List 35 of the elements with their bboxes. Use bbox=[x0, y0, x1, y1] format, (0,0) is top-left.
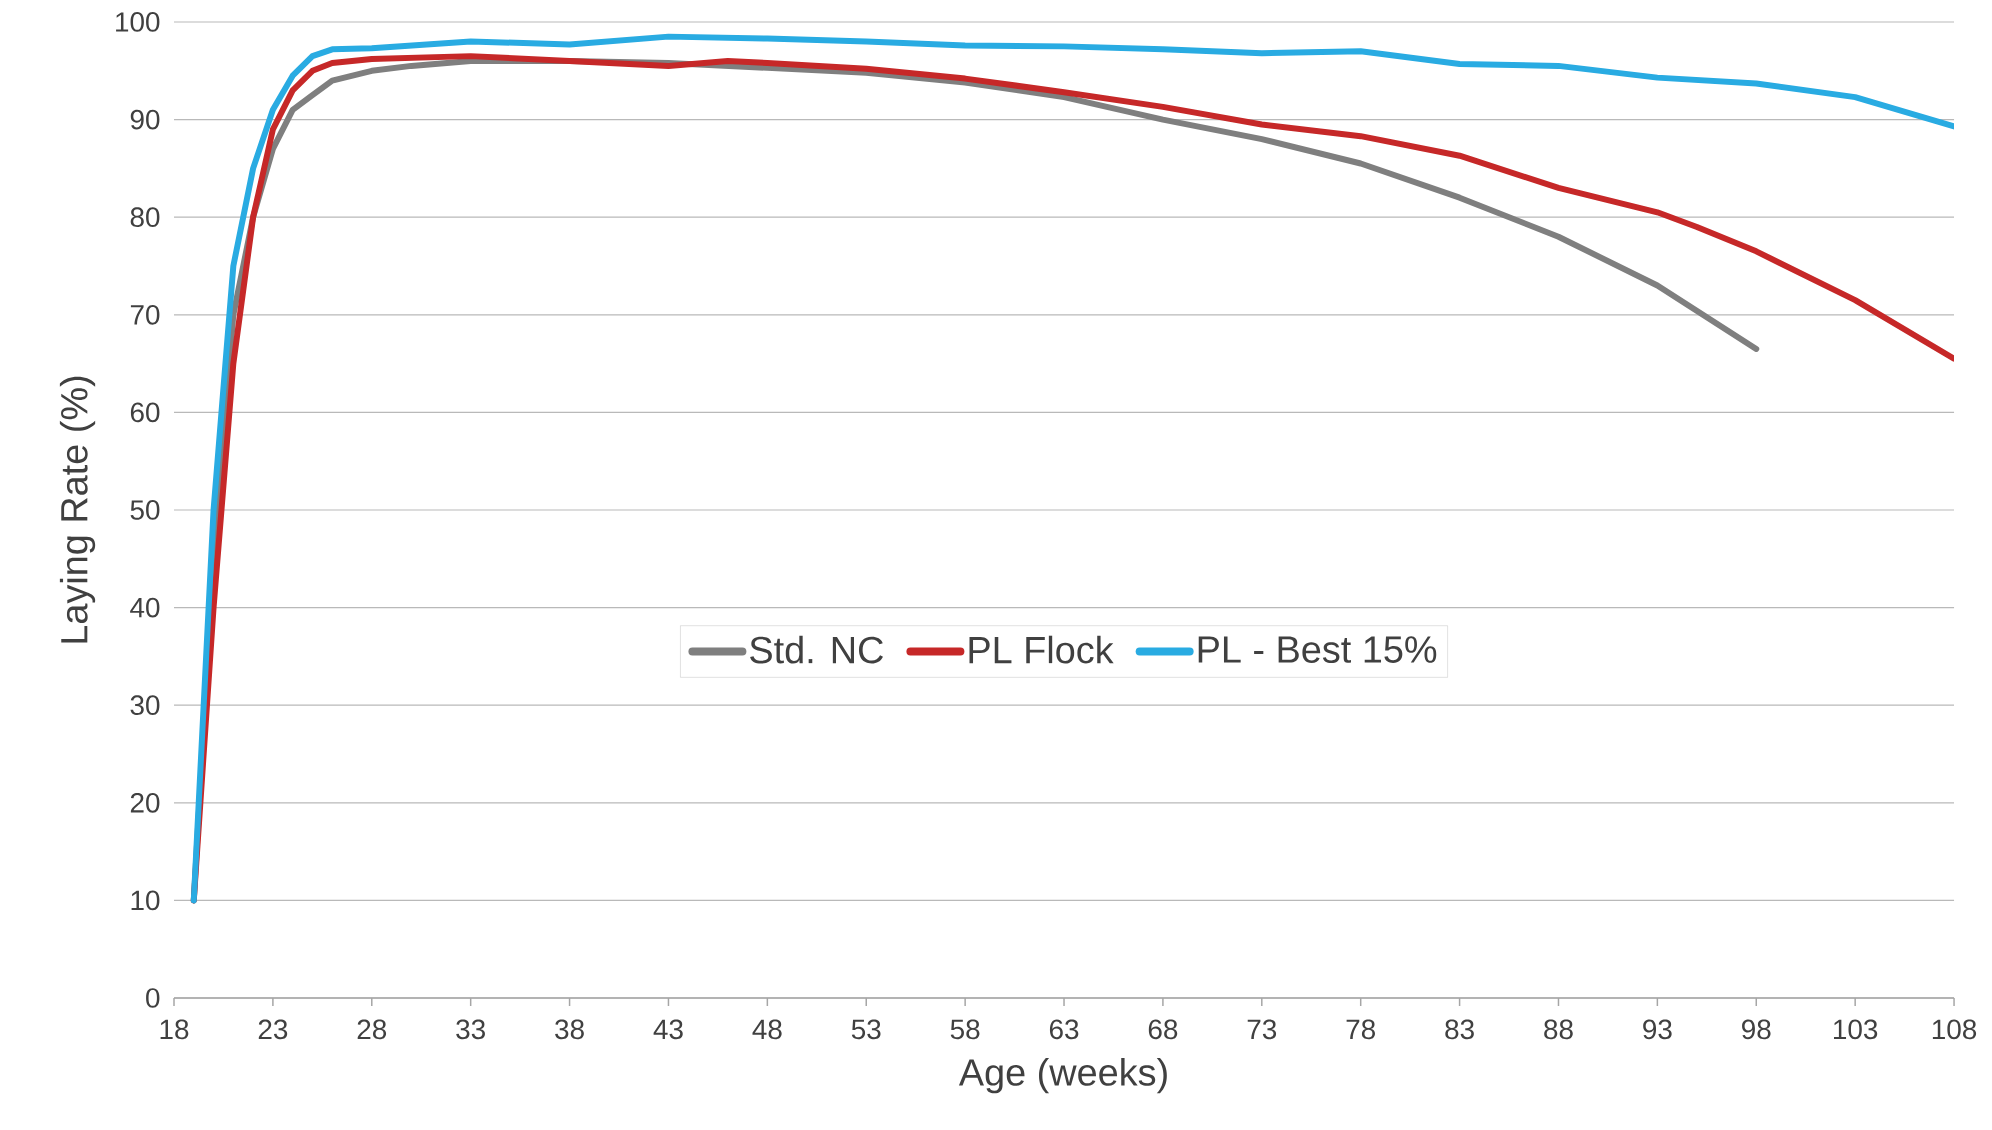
y-tick-label: 40 bbox=[130, 597, 160, 618]
y-tick-label: 100 bbox=[116, 12, 160, 32]
legend-label: PL Flock bbox=[969, 635, 1114, 664]
y-tick-label: 20 bbox=[130, 792, 160, 813]
x-tick-label: 103 bbox=[1834, 1019, 1878, 1040]
x-tick-label: 68 bbox=[1148, 1019, 1178, 1040]
y-tick-label: 80 bbox=[130, 207, 160, 228]
x-tick-label: 108 bbox=[1932, 1019, 1977, 1040]
x-tick-label: 23 bbox=[258, 1019, 288, 1040]
x-tick-label: 93 bbox=[1643, 1019, 1672, 1040]
y-tick-label: 60 bbox=[130, 402, 160, 423]
y-tick-label: 30 bbox=[130, 695, 160, 716]
x-tick-label: 33 bbox=[456, 1019, 485, 1040]
x-tick-label: 83 bbox=[1445, 1019, 1474, 1040]
x-tick-label: 63 bbox=[1049, 1019, 1079, 1040]
x-tick-label: 18 bbox=[160, 1019, 189, 1040]
y-tick-label: 50 bbox=[130, 500, 160, 520]
x-tick-label: 88 bbox=[1544, 1019, 1573, 1040]
x-tick-label: 73 bbox=[1247, 1019, 1277, 1040]
y-tick-label: 90 bbox=[130, 109, 160, 130]
x-tick-label: 78 bbox=[1346, 1019, 1375, 1040]
x-tick-label: 38 bbox=[555, 1019, 584, 1040]
x-tick-label: 28 bbox=[357, 1019, 387, 1040]
y-tick-label: 0 bbox=[146, 988, 160, 1008]
x-axis-title: Age (weeks) bbox=[958, 1058, 1167, 1094]
x-tick-label: 53 bbox=[851, 1019, 881, 1040]
x-tick-label: 48 bbox=[752, 1019, 782, 1040]
legend-label: Std. NC bbox=[750, 635, 883, 664]
x-tick-label: 58 bbox=[950, 1019, 980, 1040]
y-axis-title: Laying Rate (%) bbox=[59, 376, 96, 643]
y-tick-label: 70 bbox=[130, 304, 160, 325]
legend-label: PL - Best 15% bbox=[1198, 636, 1437, 663]
y-tick-label: 10 bbox=[131, 890, 160, 911]
x-tick-label: 43 bbox=[653, 1019, 683, 1040]
x-tick-label: 98 bbox=[1742, 1019, 1771, 1040]
